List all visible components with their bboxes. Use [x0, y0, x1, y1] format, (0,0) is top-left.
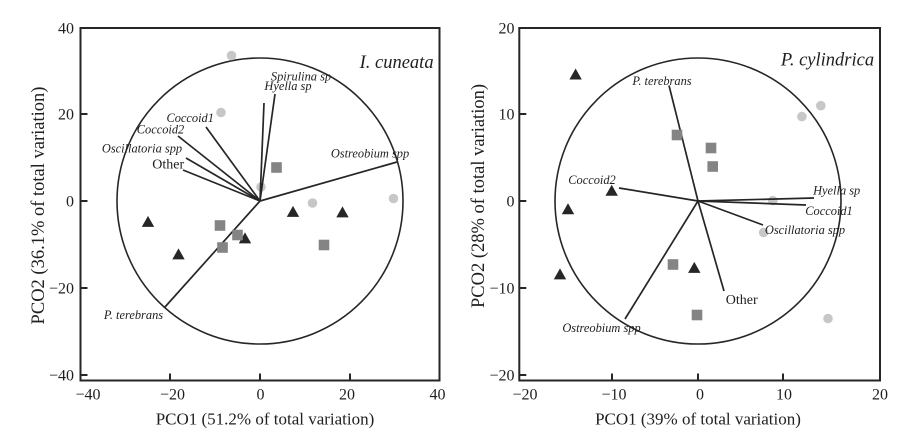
svg-text:P. terebrans: P. terebrans [631, 74, 691, 88]
svg-text:PCO1 (39% of total variation): PCO1 (39% of total variation) [595, 410, 801, 429]
svg-text:Spirulina sp: Spirulina sp [271, 70, 331, 84]
svg-text:Oscillatoria spp: Oscillatoria spp [765, 223, 845, 237]
svg-text:−40: −40 [49, 367, 74, 384]
svg-text:0: 0 [507, 193, 515, 210]
svg-text:Hyella sp: Hyella sp [812, 184, 860, 198]
svg-text:0: 0 [257, 387, 265, 404]
svg-text:40: 40 [430, 387, 446, 404]
svg-text:Other: Other [726, 293, 758, 308]
svg-text:PCO2 (36.1% of total variation: PCO2 (36.1% of total variation) [29, 87, 49, 325]
svg-text:PCO1 (51.2% of total variation: PCO1 (51.2% of total variation) [156, 410, 375, 429]
svg-text:Coccoid1: Coccoid1 [805, 204, 853, 218]
svg-text:20: 20 [872, 387, 888, 404]
svg-text:−20: −20 [512, 387, 537, 404]
svg-text:Ostreobium spp: Ostreobium spp [331, 147, 409, 161]
svg-text:PCO2 (28% of total variation): PCO2 (28% of total variation) [469, 84, 489, 308]
svg-text:−20: −20 [489, 367, 514, 384]
svg-text:Coccoid1: Coccoid1 [166, 111, 214, 125]
svg-text:20: 20 [499, 20, 515, 37]
svg-text:10: 10 [776, 387, 792, 404]
svg-text:−40: −40 [75, 387, 100, 404]
svg-text:−10: −10 [489, 280, 514, 297]
svg-text:Coccoid2: Coccoid2 [568, 173, 616, 187]
svg-text:Oscillatoria spp: Oscillatoria spp [102, 141, 182, 155]
svg-text:−20: −20 [49, 280, 74, 297]
svg-text:P. terebrans: P. terebrans [103, 308, 163, 322]
svg-text:0: 0 [696, 387, 704, 404]
svg-text:20: 20 [58, 106, 74, 123]
svg-text:Coccoid2: Coccoid2 [137, 123, 185, 137]
svg-text:0: 0 [66, 193, 74, 210]
svg-text:P. cylindrica: P. cylindrica [780, 51, 874, 71]
svg-text:Ostreobium spp: Ostreobium spp [562, 321, 640, 335]
svg-text:−20: −20 [160, 387, 185, 404]
svg-text:40: 40 [58, 20, 74, 37]
svg-text:10: 10 [499, 106, 515, 123]
svg-text:Other: Other [152, 158, 184, 173]
svg-text:20: 20 [339, 387, 355, 404]
svg-text:I. cuneata: I. cuneata [359, 53, 434, 73]
svg-text:Hyella sp: Hyella sp [263, 79, 311, 93]
svg-text:−10: −10 [601, 387, 626, 404]
